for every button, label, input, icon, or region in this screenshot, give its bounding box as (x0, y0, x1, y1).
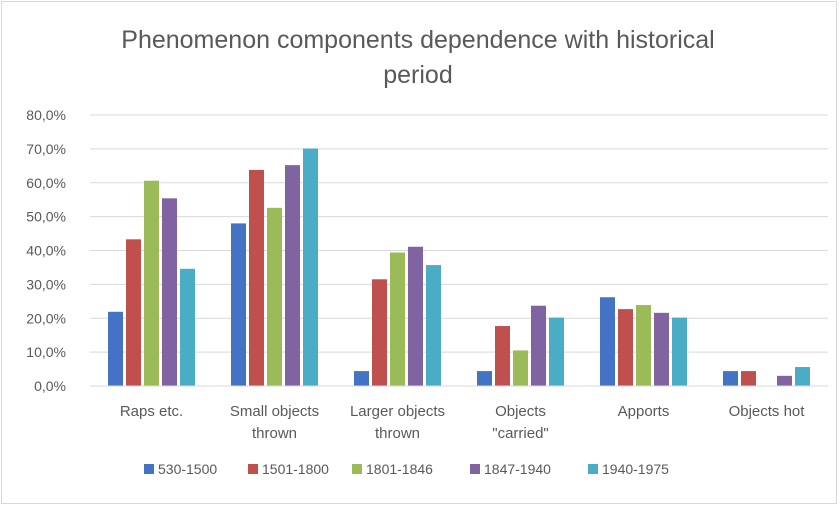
y-tick-label: 50,0% (26, 209, 66, 225)
legend-label: 1847-1940 (484, 461, 551, 477)
x-category-label: Objects (495, 403, 546, 420)
bar-1501-1800 (126, 239, 141, 386)
x-category-label: Larger objects (350, 403, 445, 420)
y-tick-label: 30,0% (26, 276, 66, 292)
bars (108, 148, 810, 386)
bar-1847-1940 (531, 305, 546, 386)
bar-530-1500 (723, 371, 738, 386)
bar-1847-1940 (777, 375, 792, 386)
legend-label: 1501-1800 (262, 461, 329, 477)
bar-1801-1846 (390, 252, 405, 386)
x-category-label: Small objects (230, 403, 319, 420)
y-tick-label: 60,0% (26, 175, 66, 191)
bar-1801-1846 (513, 350, 528, 386)
legend-item: 1940-1975 (588, 461, 669, 477)
x-axis-categories: Raps etc. Small objects thrown Larger objec… (120, 403, 805, 442)
bar-1940-1975 (180, 268, 195, 386)
bar-1501-1800 (372, 279, 387, 386)
legend-item: 1801-1846 (352, 461, 433, 477)
bar-1801-1846 (144, 180, 159, 386)
bar-1501-1800 (741, 371, 756, 386)
y-tick-label: 40,0% (26, 243, 66, 259)
bar-1847-1940 (654, 312, 669, 386)
chart-title-line: period (383, 61, 453, 89)
bar-1940-1975 (795, 367, 810, 386)
x-category-label: thrown (375, 425, 420, 442)
bar-1940-1975 (549, 317, 564, 386)
bar-1501-1800 (249, 169, 264, 386)
x-category-label: thrown (252, 425, 297, 442)
bar-1801-1846 (267, 207, 282, 386)
chart-title-line: Phenomenon components dependence with hi… (121, 26, 714, 54)
legend: 530-1500 1501-1800 1801-1846 1847-1940 1940-… (144, 461, 669, 477)
legend-item: 1847-1940 (470, 461, 551, 477)
x-category-label: Raps etc. (120, 403, 183, 420)
y-tick-label: 20,0% (26, 310, 66, 326)
legend-swatch (144, 464, 154, 474)
legend-label: 530-1500 (158, 461, 217, 477)
bar-1940-1975 (426, 265, 441, 386)
bar-1847-1940 (285, 165, 300, 386)
legend-swatch (588, 464, 598, 474)
bar-1940-1975 (303, 148, 318, 386)
bar-530-1500 (108, 311, 123, 386)
legend-label: 1801-1846 (366, 461, 433, 477)
legend-swatch (248, 464, 258, 474)
bar-530-1500 (477, 371, 492, 386)
x-category-label: Apports (618, 403, 670, 420)
y-axis-ticks: 0,0% 10,0% 20,0% 30,0% 40,0% 50,0% 60,0% 70,0% 8… (26, 107, 66, 394)
bar-1801-1846 (636, 305, 651, 386)
legend-item: 1501-1800 (248, 461, 329, 477)
y-tick-label: 0,0% (34, 378, 66, 394)
y-tick-label: 80,0% (26, 107, 66, 123)
legend-label: 1940-1975 (602, 461, 669, 477)
bar-530-1500 (600, 297, 615, 386)
x-category-label: Objects hot (729, 403, 806, 420)
legend-swatch (352, 464, 362, 474)
bar-1940-1975 (672, 317, 687, 386)
x-category-label: "carried" (492, 425, 549, 442)
bar-1501-1800 (618, 309, 633, 386)
bar-530-1500 (231, 223, 246, 386)
bar-530-1500 (354, 371, 369, 386)
y-tick-label: 10,0% (26, 344, 66, 360)
legend-item: 530-1500 (144, 461, 217, 477)
bar-1847-1940 (408, 246, 423, 386)
y-tick-label: 70,0% (26, 141, 66, 157)
gridlines (90, 114, 828, 353)
legend-swatch (470, 464, 480, 474)
bar-1501-1800 (495, 326, 510, 386)
chart-title: Phenomenon components dependence with hi… (121, 26, 714, 89)
bar-1847-1940 (162, 198, 177, 386)
